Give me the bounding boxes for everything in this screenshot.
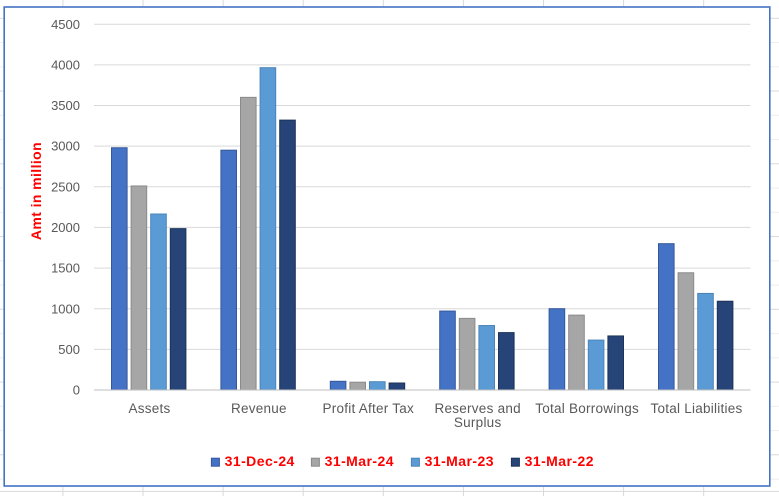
- svg-text:31-Mar-24: 31-Mar-24: [325, 453, 394, 469]
- svg-text:Reserves and: Reserves and: [435, 401, 521, 416]
- svg-text:31-Mar-22: 31-Mar-22: [525, 453, 594, 469]
- svg-text:Profit After Tax: Profit After Tax: [323, 401, 415, 416]
- svg-text:Assets: Assets: [128, 401, 170, 416]
- svg-text:1500: 1500: [51, 261, 80, 276]
- svg-text:4000: 4000: [51, 57, 80, 72]
- svg-text:Total Borrowings: Total Borrowings: [535, 401, 639, 416]
- svg-text:3000: 3000: [51, 139, 80, 154]
- svg-text:Amt in million: Amt in million: [28, 142, 44, 240]
- svg-text:3500: 3500: [51, 98, 80, 113]
- svg-text:1000: 1000: [51, 301, 80, 316]
- svg-text:31-Mar-23: 31-Mar-23: [425, 453, 494, 469]
- svg-text:2000: 2000: [51, 220, 80, 235]
- svg-text:4500: 4500: [51, 17, 80, 32]
- svg-text:Revenue: Revenue: [231, 401, 287, 416]
- svg-text:0: 0: [73, 383, 80, 398]
- svg-text:Total Liabilities: Total Liabilities: [650, 401, 742, 416]
- svg-text:Surplus: Surplus: [454, 415, 502, 430]
- svg-text:31-Dec-24: 31-Dec-24: [225, 453, 295, 469]
- svg-text:2500: 2500: [51, 179, 80, 194]
- svg-text:500: 500: [58, 342, 80, 357]
